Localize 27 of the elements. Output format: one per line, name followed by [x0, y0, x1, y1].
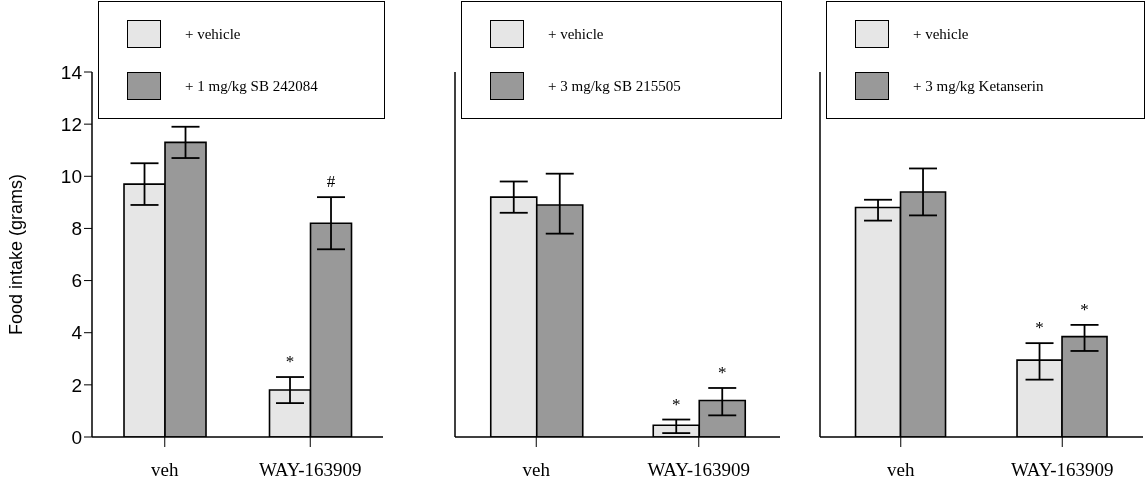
legend-label: + 1 mg/kg SB 242084 — [185, 77, 318, 95]
legend-label: + vehicle — [913, 25, 969, 43]
x-tick-label: veh — [151, 459, 179, 481]
x-tick-label: veh — [522, 459, 551, 481]
x-tick-label: WAY-163909 — [258, 459, 362, 481]
legend-label: + 3 mg/kg Ketanserin — [913, 77, 1044, 95]
y-tick-label: 4 — [71, 322, 83, 344]
y-tick-label: 6 — [71, 270, 82, 292]
data-label: # — [326, 172, 336, 192]
y-tick-label: 12 — [60, 113, 82, 135]
data-label: * — [1035, 318, 1044, 338]
y-tick-label: 2 — [71, 374, 82, 396]
legend-label: + vehicle — [185, 25, 241, 43]
x-tick-label: veh — [887, 459, 915, 481]
data-label: * — [285, 352, 295, 372]
x-tick-label: WAY-163909 — [647, 459, 751, 481]
y-tick-label: 0 — [71, 426, 82, 448]
y-axis-title: Food intake (grams) — [6, 173, 27, 336]
x-tick-label: WAY-163909 — [1010, 459, 1114, 481]
legend-label: + vehicle — [548, 25, 604, 43]
data-label: * — [718, 362, 727, 382]
y-tick-label: 8 — [71, 218, 82, 240]
legend-label: + 3 mg/kg SB 215505 — [548, 77, 681, 95]
data-label: * — [672, 394, 681, 414]
data-label: * — [1080, 299, 1089, 319]
y-tick-label: 10 — [60, 166, 82, 188]
y-tick-label: 14 — [60, 61, 83, 83]
